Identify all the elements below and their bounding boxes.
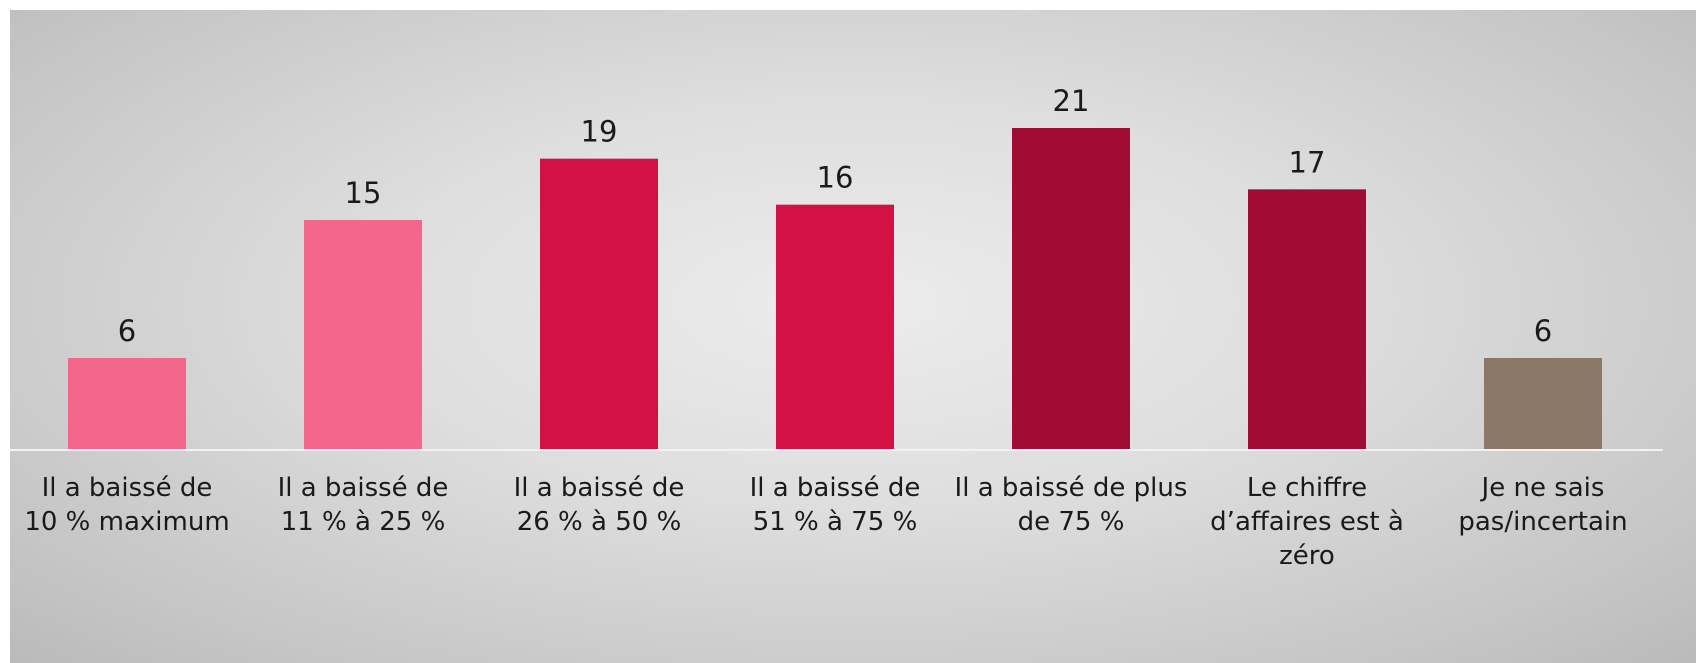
category-label-line: Je ne sais [1480, 473, 1605, 503]
category-label-line: zéro [1279, 541, 1335, 571]
category-label-6: Le chiffre d’affaires est à zéro [1210, 473, 1404, 571]
category-label-line: 10 % maximum [24, 507, 229, 537]
bar-2 [304, 220, 422, 450]
category-label-line: 51 % à 75 % [753, 507, 918, 537]
category-label-line: Il a baissé de [750, 473, 921, 503]
bars-layer [68, 128, 1602, 451]
category-label-3: Il a baissé de 26 % à 50 % [514, 473, 685, 537]
value-labels-layer: 6 15 19 16 21 17 6 [118, 84, 1552, 348]
category-label-2: Il a baissé de 11 % à 25 % [278, 473, 449, 537]
category-label-line: de 75 % [1018, 507, 1125, 537]
value-label-4: 16 [817, 161, 854, 195]
category-label-line: Il a baissé de plus [955, 473, 1188, 503]
category-label-5: Il a baissé de plus de 75 % [955, 473, 1188, 537]
category-label-line: 26 % à 50 % [517, 507, 682, 537]
bar-1 [68, 358, 186, 450]
category-label-line: pas/incertain [1458, 507, 1627, 537]
value-label-5: 21 [1053, 84, 1090, 118]
bar-5 [1012, 128, 1130, 450]
category-label-line: Il a baissé de [278, 473, 449, 503]
category-label-line: d’affaires est à [1210, 507, 1404, 537]
category-label-4: Il a baissé de 51 % à 75 % [750, 473, 921, 537]
category-label-line: Le chiffre [1247, 473, 1367, 503]
category-label-line: 11 % à 25 % [281, 507, 446, 537]
value-label-1: 6 [118, 314, 136, 348]
bar-4 [776, 204, 894, 450]
bar-7 [1484, 358, 1602, 450]
value-label-6: 17 [1289, 145, 1326, 179]
bar-3 [540, 158, 658, 450]
category-label-line: Il a baissé de [514, 473, 685, 503]
category-label-1: Il a baissé de 10 % maximum [24, 473, 229, 537]
chart-panel: 6 15 19 16 21 17 6 Il a baissé de 10 % maximum I… [10, 10, 1696, 663]
value-label-7: 6 [1534, 314, 1552, 348]
value-label-3: 19 [581, 115, 618, 149]
bar-6 [1248, 189, 1366, 451]
value-label-2: 15 [345, 176, 382, 210]
category-label-7: Je ne sais pas/incertain [1458, 473, 1627, 537]
category-label-line: Il a baissé de [42, 473, 213, 503]
